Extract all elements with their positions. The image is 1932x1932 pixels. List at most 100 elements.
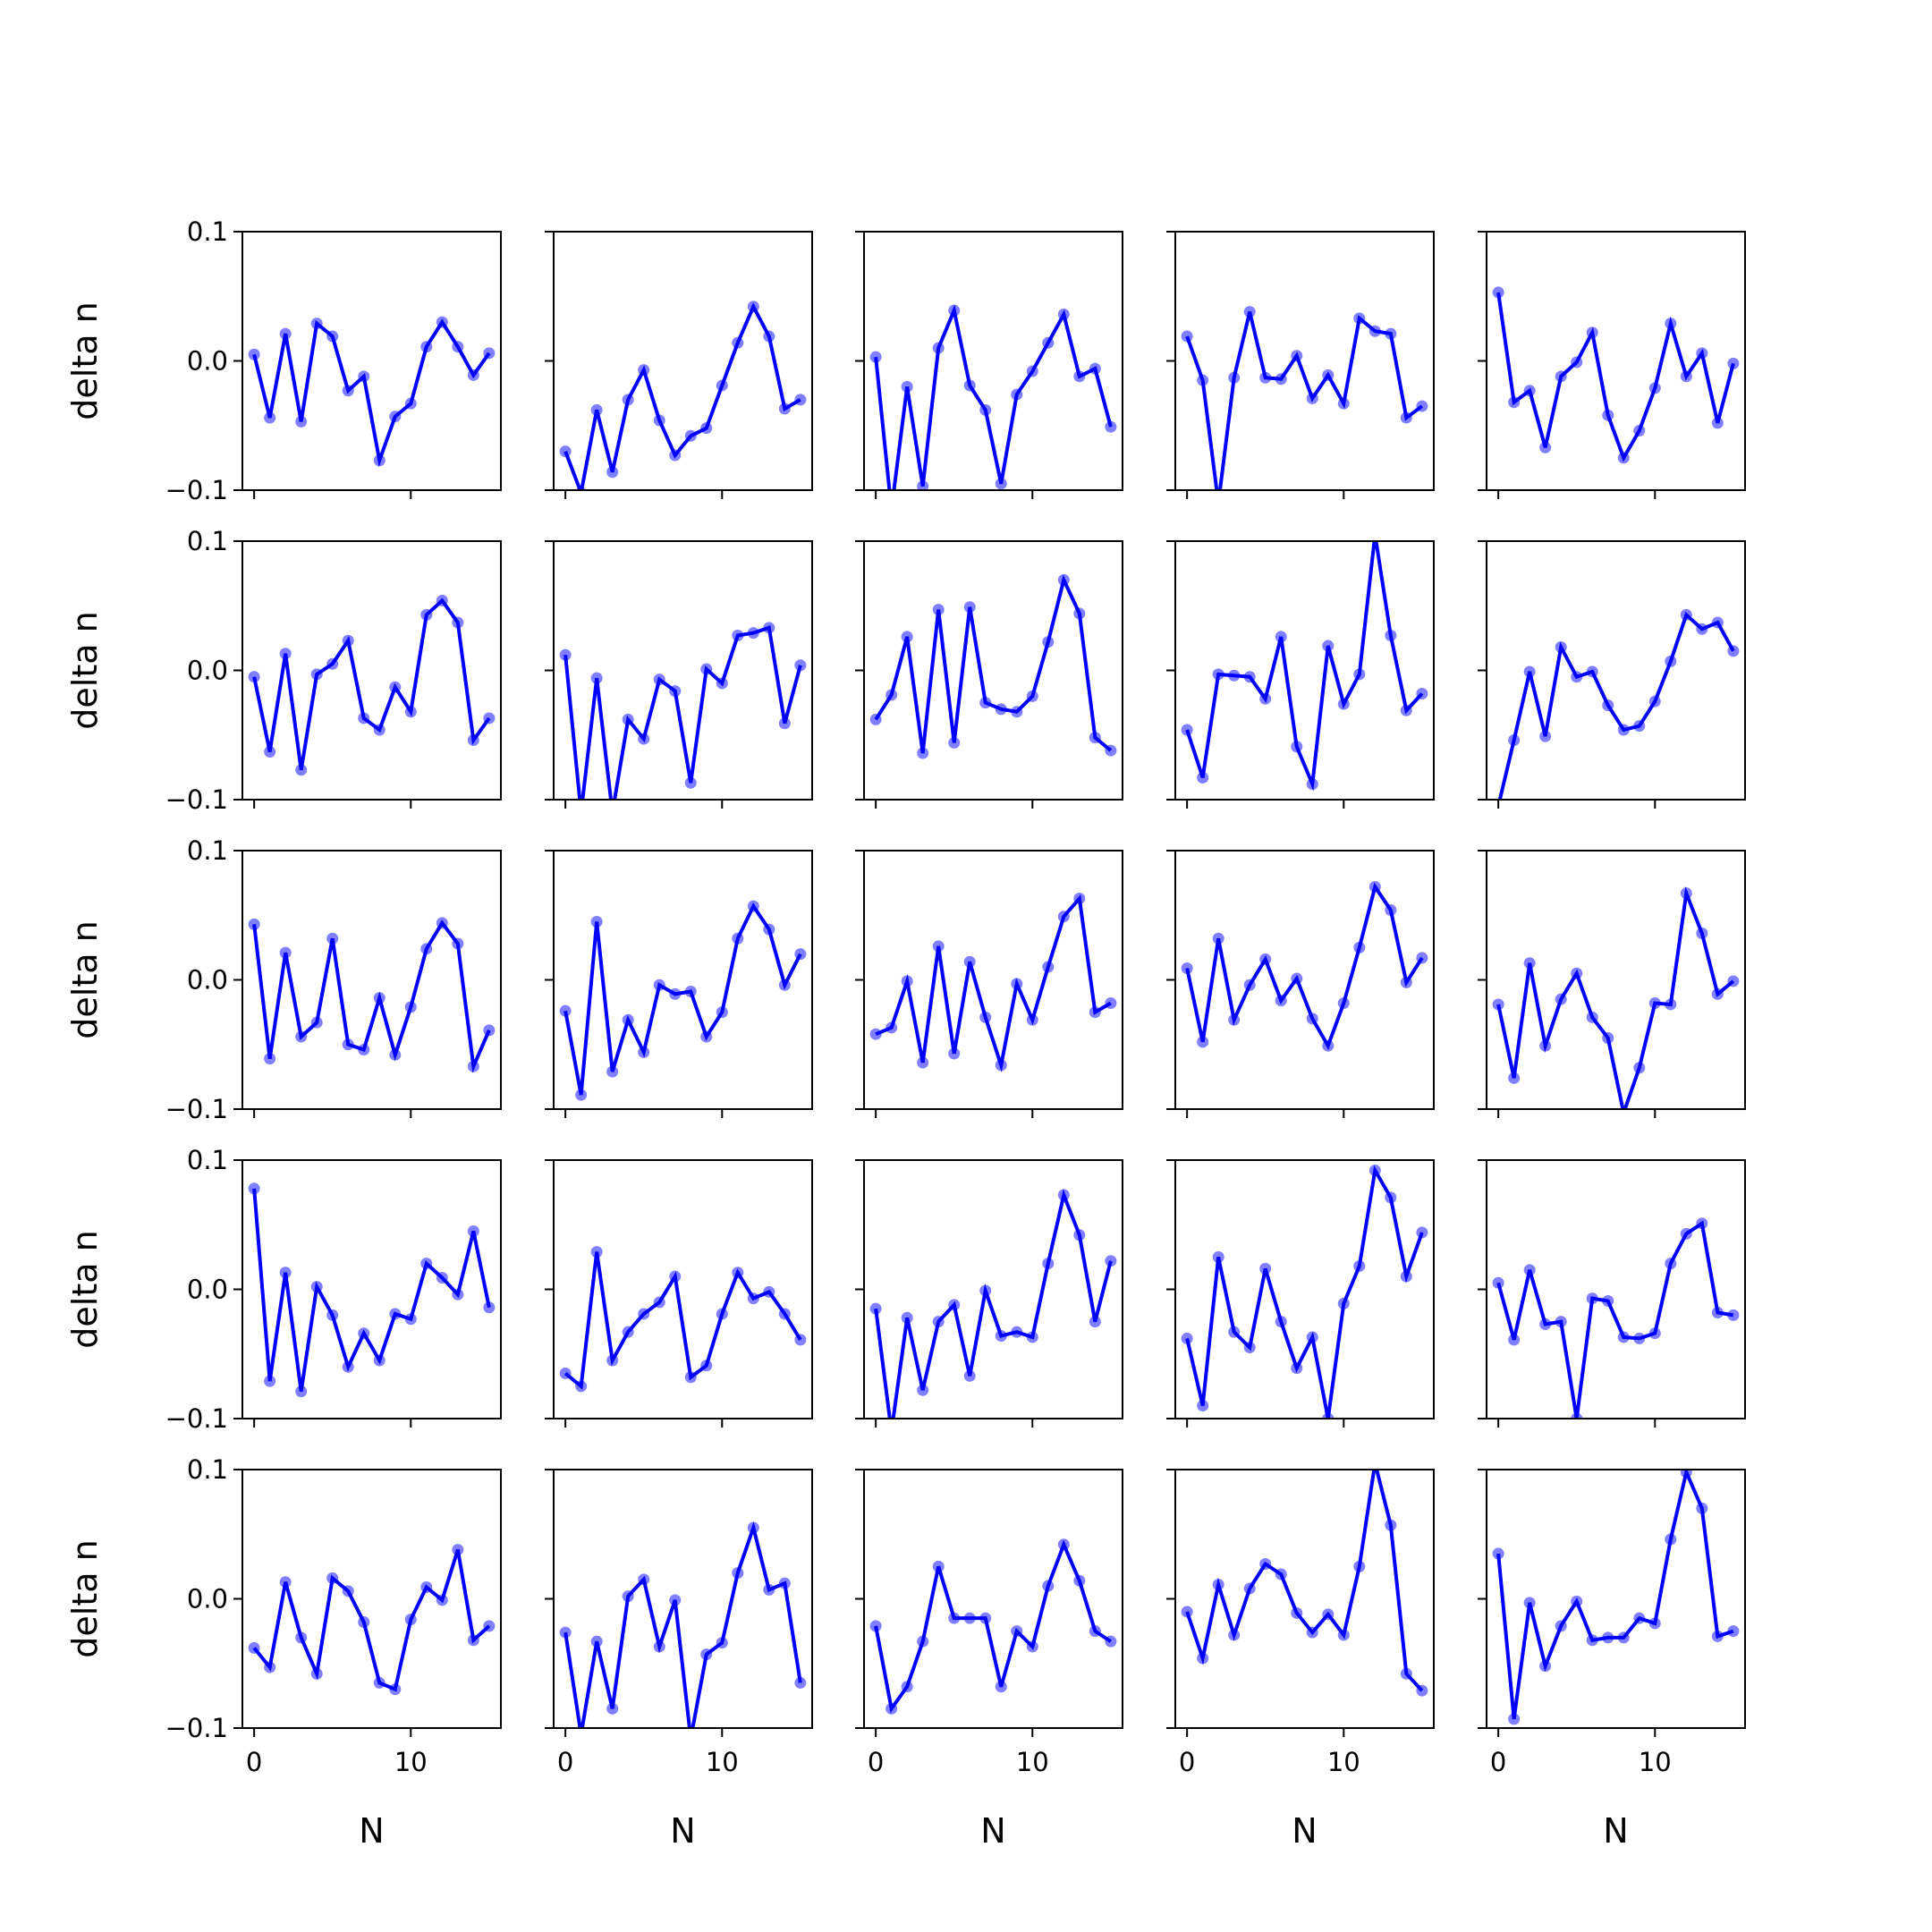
data-point bbox=[1665, 1258, 1677, 1270]
data-point bbox=[1648, 1617, 1661, 1630]
data-point bbox=[404, 1001, 417, 1013]
data-point bbox=[778, 979, 791, 991]
y-tick-label: 0.1 bbox=[187, 216, 228, 247]
data-point bbox=[763, 923, 775, 936]
data-point bbox=[559, 1626, 572, 1639]
data-point bbox=[606, 466, 619, 479]
data-point bbox=[1416, 688, 1428, 700]
subplot bbox=[1478, 1159, 1746, 1428]
data-point bbox=[1197, 1400, 1209, 1412]
data-point bbox=[358, 370, 370, 383]
data-point bbox=[1555, 370, 1567, 383]
data-point bbox=[1665, 318, 1677, 330]
data-point bbox=[1586, 1292, 1598, 1305]
data-point bbox=[420, 341, 433, 353]
data-point bbox=[436, 1594, 448, 1606]
data-point bbox=[373, 992, 386, 1004]
data-point bbox=[1337, 997, 1350, 1010]
data-point bbox=[669, 1594, 682, 1606]
data-point bbox=[452, 1288, 464, 1301]
data-point bbox=[638, 1573, 650, 1586]
data-point bbox=[963, 379, 976, 392]
data-point bbox=[763, 1583, 775, 1596]
data-point bbox=[1105, 997, 1117, 1010]
data-point bbox=[1322, 1412, 1335, 1419]
data-point bbox=[917, 1056, 929, 1069]
data-point bbox=[1212, 668, 1224, 681]
data-line bbox=[564, 302, 801, 490]
x-tick-label: 0 bbox=[1490, 1747, 1506, 1777]
data-point bbox=[1586, 665, 1598, 678]
data-point bbox=[420, 1258, 433, 1270]
data-point bbox=[1011, 1326, 1023, 1338]
data-point bbox=[1586, 326, 1598, 339]
data-point bbox=[1680, 887, 1692, 900]
data-line bbox=[564, 1521, 802, 1728]
data-point bbox=[404, 706, 417, 718]
data-point bbox=[1727, 975, 1740, 987]
data-point bbox=[575, 1089, 588, 1101]
data-point bbox=[1696, 1217, 1708, 1230]
data-point bbox=[1181, 1606, 1193, 1618]
data-point bbox=[638, 1046, 650, 1058]
data-point bbox=[1228, 1629, 1241, 1641]
data-point bbox=[342, 385, 354, 397]
data-point bbox=[295, 1030, 308, 1043]
axes-frame bbox=[863, 1159, 1123, 1419]
data-point bbox=[358, 1616, 370, 1629]
y-tick-label: 0.1 bbox=[187, 526, 228, 556]
subplot bbox=[855, 231, 1123, 499]
data-point bbox=[653, 1296, 665, 1309]
data-point bbox=[732, 629, 744, 641]
data-point bbox=[1586, 1011, 1598, 1023]
data-point bbox=[1571, 356, 1583, 369]
data-point bbox=[248, 1182, 260, 1195]
y-axis-label: delta n bbox=[65, 920, 105, 1038]
data-point bbox=[467, 369, 479, 381]
data-point bbox=[373, 1354, 386, 1367]
data-point bbox=[279, 648, 292, 660]
data-line bbox=[874, 574, 1113, 754]
data-point bbox=[1369, 1457, 1381, 1469]
data-point bbox=[1057, 573, 1070, 586]
data-point bbox=[747, 900, 759, 912]
data-point bbox=[264, 1053, 276, 1065]
data-line bbox=[1496, 292, 1735, 462]
data-point bbox=[1400, 976, 1412, 988]
data-point bbox=[326, 330, 339, 343]
data-point bbox=[1259, 692, 1272, 705]
data-line bbox=[874, 304, 1113, 490]
axes-frame bbox=[863, 850, 1123, 1110]
data-point bbox=[606, 807, 618, 818]
data-point bbox=[1711, 1307, 1724, 1319]
data-point bbox=[979, 697, 992, 709]
data-point bbox=[732, 1267, 744, 1279]
data-point bbox=[436, 594, 448, 606]
data-point bbox=[373, 1676, 386, 1689]
data-point bbox=[979, 403, 992, 416]
data-point bbox=[763, 330, 775, 343]
data-point bbox=[1368, 1165, 1381, 1177]
data-point bbox=[590, 1246, 603, 1258]
data-point bbox=[1648, 997, 1661, 1010]
data-point bbox=[559, 1367, 572, 1379]
data-point bbox=[794, 1676, 807, 1689]
data-point bbox=[1089, 1006, 1101, 1019]
data-point bbox=[1243, 1582, 1256, 1595]
data-point bbox=[1555, 640, 1567, 653]
data-point bbox=[669, 987, 682, 1000]
subplot bbox=[855, 540, 1123, 809]
data-point bbox=[669, 449, 682, 462]
data-point bbox=[901, 975, 913, 987]
data-point bbox=[1073, 1574, 1086, 1587]
data-point bbox=[590, 672, 603, 684]
data-point bbox=[932, 1560, 945, 1572]
data-point bbox=[763, 622, 775, 634]
data-point bbox=[1042, 961, 1055, 973]
data-point bbox=[1073, 607, 1086, 620]
subplot: 0 10 N bbox=[855, 1469, 1123, 1851]
subplot: −0.1 0.0 0.1 delta n bbox=[65, 216, 502, 505]
data-point bbox=[901, 1311, 913, 1324]
data-point bbox=[1105, 744, 1117, 757]
data-point bbox=[1665, 998, 1677, 1011]
